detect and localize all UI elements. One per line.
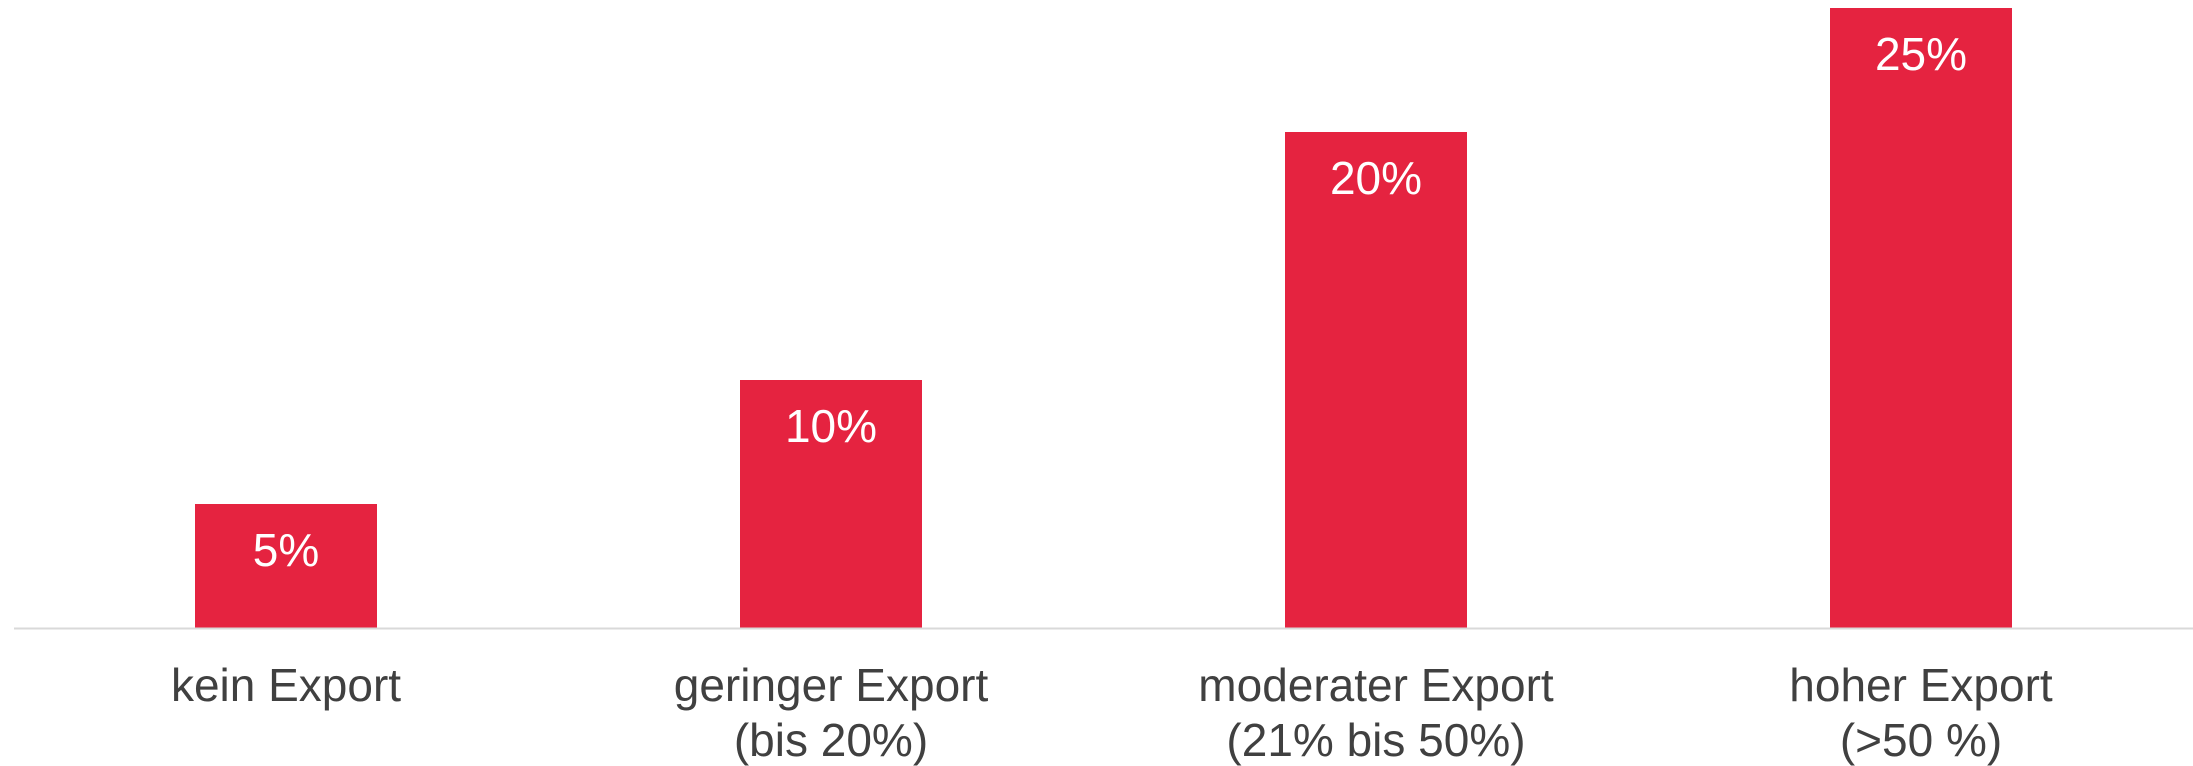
bars-group: [195, 8, 2012, 628]
category-label-1: kein Export: [171, 659, 401, 711]
data-label-3: 20%: [1330, 152, 1422, 204]
data-label-2: 10%: [785, 400, 877, 452]
category-label-line: (>50 %): [1840, 714, 2002, 766]
data-label-1: 5%: [253, 524, 319, 576]
category-label-2: geringer Export (bis 20%): [674, 659, 989, 766]
bar-2: [740, 380, 922, 628]
bar-1: [195, 504, 377, 628]
category-label-3: moderater Export (21% bis 50%): [1198, 659, 1554, 766]
bar-4: [1830, 8, 2012, 628]
category-label-4: hoher Export (>50 %): [1789, 659, 2053, 766]
data-label-4: 25%: [1875, 28, 1967, 80]
data-labels-group: 5% 10% 20% 25%: [253, 28, 1967, 576]
category-label-line: (21% bis 50%): [1226, 714, 1525, 766]
category-labels-group: kein Export geringer Export (bis 20%) moder…: [171, 659, 2053, 766]
bar-3: [1285, 132, 1467, 628]
category-label-line: geringer Export: [674, 659, 989, 711]
category-label-line: (bis 20%): [734, 714, 928, 766]
category-label-line: hoher Export: [1789, 659, 2053, 711]
category-label-line: moderater Export: [1198, 659, 1554, 711]
category-label-line: kein Export: [171, 659, 401, 711]
